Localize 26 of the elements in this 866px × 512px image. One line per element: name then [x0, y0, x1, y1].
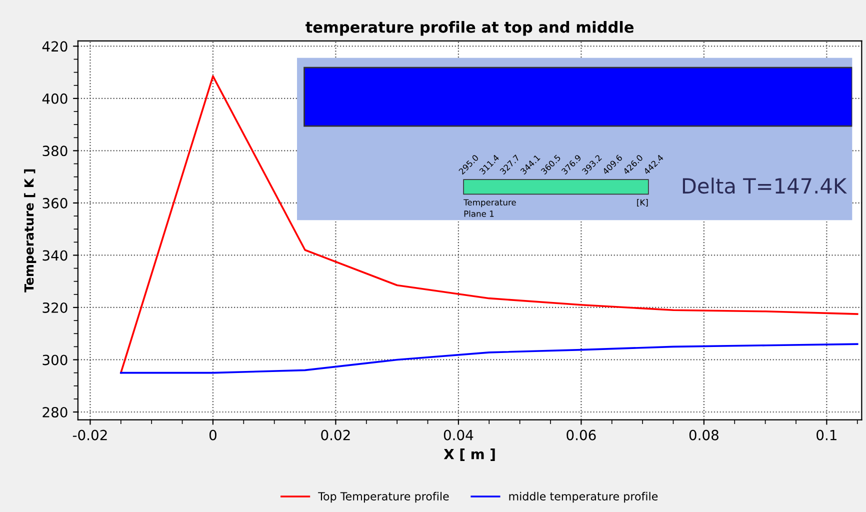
- y-tick-label: 400: [42, 93, 68, 104]
- line-series: [120, 75, 858, 374]
- legend-label: Top Temperature profile: [318, 492, 449, 503]
- annotation: Plane 1: [464, 210, 494, 217]
- chart-title: temperature profile at top and middle: [306, 21, 634, 36]
- y-tick-label: 280: [42, 406, 68, 418]
- y-tick-label: 320: [42, 302, 68, 313]
- x-axis-title: X [ m ]: [444, 448, 495, 461]
- annotation: Delta T=147.4K: [682, 178, 848, 194]
- y-tick-label: 300: [42, 354, 68, 366]
- y-axis-title: Temperature [ K ]: [24, 169, 36, 292]
- x-tick-label: 0.02: [321, 430, 350, 440]
- y-tick-label: 360: [42, 198, 68, 208]
- x-tick-label: 0.08: [689, 430, 718, 440]
- y-tick-label: 420: [42, 41, 68, 52]
- x-tick-label: 0.04: [444, 430, 474, 440]
- legend-label: middle temperature profile: [509, 492, 658, 503]
- y-tick-label: 340: [42, 250, 68, 261]
- y-tick-label: 380: [42, 146, 68, 156]
- annotation: Temperature: [464, 199, 516, 208]
- annotation: [K]: [637, 199, 648, 206]
- x-tick-label: -0.02: [72, 430, 107, 440]
- x-tick-label: 0.06: [566, 430, 596, 440]
- x-tick-label: 0.1: [816, 430, 836, 440]
- x-tick-label: 0: [209, 430, 216, 440]
- line-series: [120, 343, 858, 374]
